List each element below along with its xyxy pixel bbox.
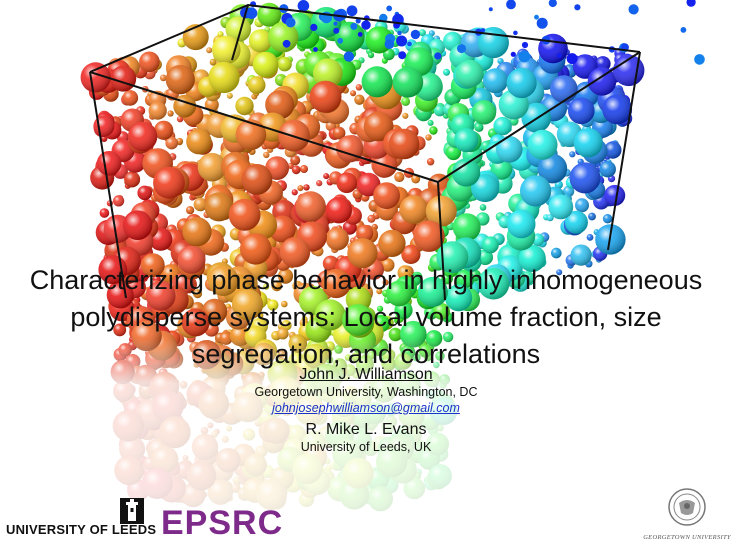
title-line: Characterizing phase behavior in highly … bbox=[29, 265, 703, 295]
epsrc-logo: EPSRC bbox=[161, 504, 284, 542]
author-name: John J. Williamson bbox=[299, 366, 433, 383]
poster-title: Characterizing phase behavior in highly … bbox=[0, 262, 732, 373]
leeds-logo: UNIVERSITY OF LEEDS bbox=[6, 498, 156, 544]
cube-wireframe bbox=[89, 3, 641, 301]
georgetown-logo: GEORGETOWN UNIVERSITY bbox=[642, 487, 732, 545]
university-seal-icon bbox=[668, 488, 706, 526]
tower-crest-icon bbox=[120, 498, 144, 524]
author-name: R. Mike L. Evans bbox=[305, 421, 427, 438]
title-line: segregation, and correlations bbox=[191, 339, 541, 369]
leeds-wordmark: UNIVERSITY OF LEEDS bbox=[6, 522, 157, 537]
author-affiliation: Georgetown University, Washington, DC bbox=[254, 385, 478, 399]
author-block: John J. Williamson Georgetown University… bbox=[0, 365, 732, 455]
author-affiliation: University of Leeds, UK bbox=[300, 440, 432, 454]
georgetown-wordmark: GEORGETOWN UNIVERSITY bbox=[643, 534, 731, 541]
author-email-link[interactable]: johnjosephwilliamson@gmail.com bbox=[272, 401, 460, 415]
title-line: polydisperse systems: Local volume fract… bbox=[70, 302, 662, 332]
